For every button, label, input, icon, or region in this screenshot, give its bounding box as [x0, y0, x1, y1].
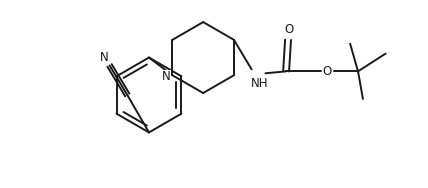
Text: N: N [100, 51, 109, 64]
Text: O: O [285, 24, 294, 36]
Text: NH: NH [251, 77, 268, 90]
Text: N: N [162, 70, 171, 83]
Text: O: O [323, 65, 332, 78]
